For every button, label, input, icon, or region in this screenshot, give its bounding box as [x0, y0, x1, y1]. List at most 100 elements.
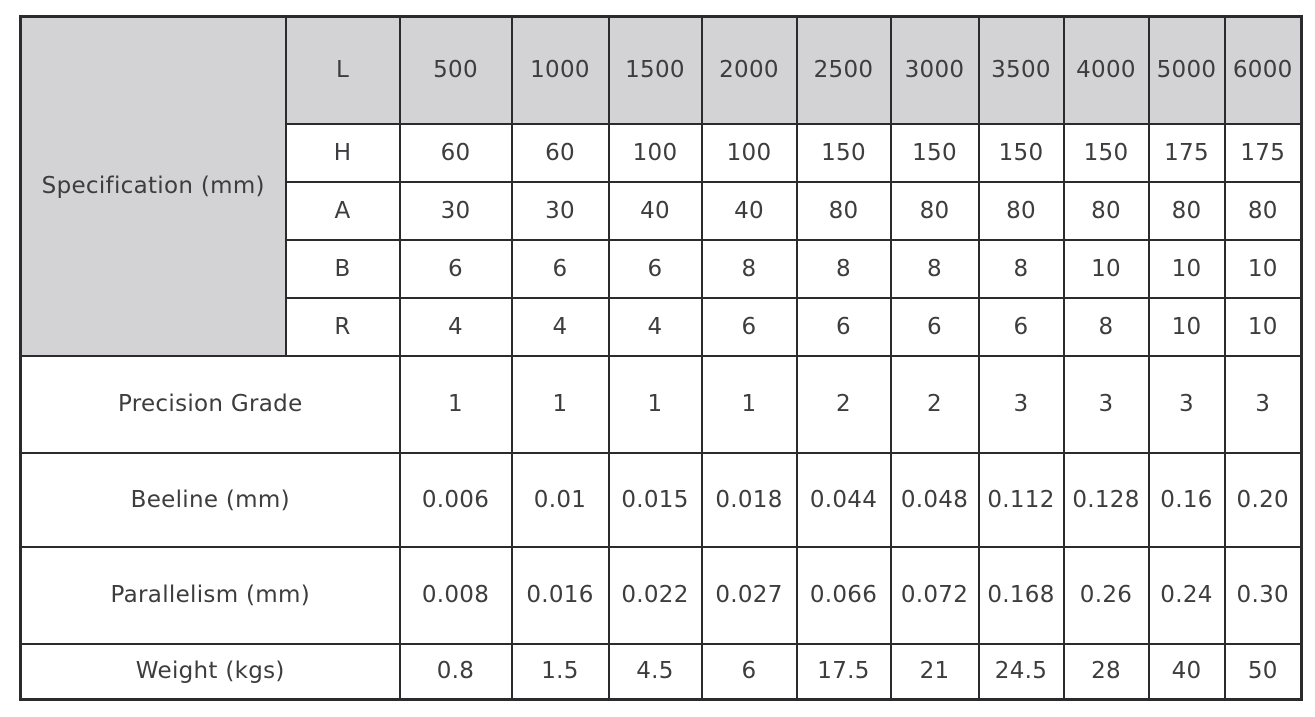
spec-header-cell: Specification (mm) — [19, 15, 287, 357]
value-cell: 0.16 — [1147, 451, 1226, 548]
value-cell: 10 — [1062, 238, 1150, 299]
value-cell: 0.048 — [889, 451, 980, 548]
length-header-cell: 6000 — [1223, 15, 1303, 125]
value-cell: 2 — [795, 354, 892, 454]
value-cell: 1 — [398, 354, 513, 454]
value-cell: 4.5 — [607, 642, 703, 701]
value-cell: 6 — [889, 296, 980, 357]
value-cell: 60 — [398, 122, 513, 183]
value-cell: 0.008 — [398, 545, 513, 645]
value-cell: 80 — [1147, 180, 1226, 241]
value-cell: 175 — [1147, 122, 1226, 183]
param-label-cell-h: H — [284, 122, 401, 183]
value-cell: 0.24 — [1147, 545, 1226, 645]
value-cell: 1 — [700, 354, 798, 454]
spec-table-body: Specification (mm) L 500 1000 1500 2000 2500 30… — [19, 15, 1303, 701]
value-cell: 24.5 — [977, 642, 1065, 701]
length-header-cell: 2000 — [700, 15, 798, 125]
value-cell: 21 — [889, 642, 980, 701]
value-cell: 1 — [510, 354, 610, 454]
value-cell: 6 — [795, 296, 892, 357]
length-header-cell: 4000 — [1062, 15, 1150, 125]
length-header-cell: 1500 — [607, 15, 703, 125]
value-cell: 6 — [607, 238, 703, 299]
value-cell: 0.022 — [607, 545, 703, 645]
value-cell: 10 — [1223, 296, 1303, 357]
value-cell: 2 — [889, 354, 980, 454]
value-cell: 3 — [977, 354, 1065, 454]
value-cell: 3 — [1223, 354, 1303, 454]
value-cell: 0.168 — [977, 545, 1065, 645]
value-cell: 10 — [1147, 296, 1226, 357]
summary-row: Parallelism (mm) 0.008 0.016 0.022 0.027 0.06… — [19, 545, 1303, 645]
length-header-cell: 3500 — [977, 15, 1065, 125]
param-label-cell-b: B — [284, 238, 401, 299]
param-header-cell-L: L — [284, 15, 401, 125]
length-header-cell: 5000 — [1147, 15, 1226, 125]
value-cell: 100 — [607, 122, 703, 183]
value-cell: 10 — [1147, 238, 1226, 299]
value-cell: 150 — [1062, 122, 1150, 183]
value-cell: 4 — [398, 296, 513, 357]
value-cell: 8 — [795, 238, 892, 299]
value-cell: 40 — [1147, 642, 1226, 701]
value-cell: 30 — [398, 180, 513, 241]
value-cell: 30 — [510, 180, 610, 241]
value-cell: 4 — [607, 296, 703, 357]
value-cell: 100 — [700, 122, 798, 183]
value-cell: 0.018 — [700, 451, 798, 548]
value-cell: 8 — [977, 238, 1065, 299]
param-label-cell-a: A — [284, 180, 401, 241]
summary-label-cell: Weight (kgs) — [19, 642, 401, 701]
value-cell: 6 — [977, 296, 1065, 357]
value-cell: 1.5 — [510, 642, 610, 701]
length-header-cell: 3000 — [889, 15, 980, 125]
value-cell: 60 — [510, 122, 610, 183]
value-cell: 8 — [1062, 296, 1150, 357]
value-cell: 0.30 — [1223, 545, 1303, 645]
summary-row: Precision Grade 1 1 1 1 2 2 3 3 3 3 — [19, 354, 1303, 454]
value-cell: 80 — [795, 180, 892, 241]
value-cell: 150 — [795, 122, 892, 183]
value-cell: 50 — [1223, 642, 1303, 701]
summary-row: Beeline (mm) 0.006 0.01 0.015 0.018 0.044 0.04… — [19, 451, 1303, 548]
param-label-cell-r: R — [284, 296, 401, 357]
value-cell: 150 — [889, 122, 980, 183]
value-cell: 0.072 — [889, 545, 980, 645]
value-cell: 0.044 — [795, 451, 892, 548]
value-cell: 0.26 — [1062, 545, 1150, 645]
value-cell: 0.8 — [398, 642, 513, 701]
value-cell: 8 — [889, 238, 980, 299]
value-cell: 4 — [510, 296, 610, 357]
summary-label-cell: Beeline (mm) — [19, 451, 401, 548]
value-cell: 17.5 — [795, 642, 892, 701]
length-header-cell: 500 — [398, 15, 513, 125]
spec-row-b: B 6 6 6 8 8 8 8 10 10 10 — [21, 238, 1303, 299]
length-header-cell: 1000 — [510, 15, 610, 125]
value-cell: 0.112 — [977, 451, 1065, 548]
value-cell: 40 — [607, 180, 703, 241]
value-cell: 0.015 — [607, 451, 703, 548]
header-row: Specification (mm) L 500 1000 1500 2000 2500 30… — [19, 15, 1303, 357]
value-cell: 0.066 — [795, 545, 892, 645]
value-cell: 3 — [1147, 354, 1226, 454]
value-cell: 6 — [398, 238, 513, 299]
value-cell: 175 — [1223, 122, 1303, 183]
spec-row-a: A 30 30 40 40 80 80 80 80 80 80 — [21, 180, 1303, 241]
value-cell: 40 — [700, 180, 798, 241]
value-cell: 6 — [700, 642, 798, 701]
value-cell: 80 — [889, 180, 980, 241]
value-cell: 80 — [977, 180, 1065, 241]
value-cell: 6 — [510, 238, 610, 299]
specification-table: Specification (mm) L 500 1000 1500 2000 2500 30… — [19, 15, 1303, 701]
value-cell: 0.006 — [398, 451, 513, 548]
value-cell: 0.128 — [1062, 451, 1150, 548]
value-cell: 80 — [1223, 180, 1303, 241]
spec-row-r: R 4 4 4 6 6 6 6 8 10 10 — [21, 296, 1303, 357]
value-cell: 28 — [1062, 642, 1150, 701]
summary-row: Weight (kgs) 0.8 1.5 4.5 6 17.5 21 24.5 28 40 50 — [19, 642, 1303, 701]
value-cell: 0.01 — [510, 451, 610, 548]
value-cell: 150 — [977, 122, 1065, 183]
value-cell: 0.027 — [700, 545, 798, 645]
spec-row-h: H 60 60 100 100 150 150 150 150 175 175 — [21, 122, 1303, 183]
